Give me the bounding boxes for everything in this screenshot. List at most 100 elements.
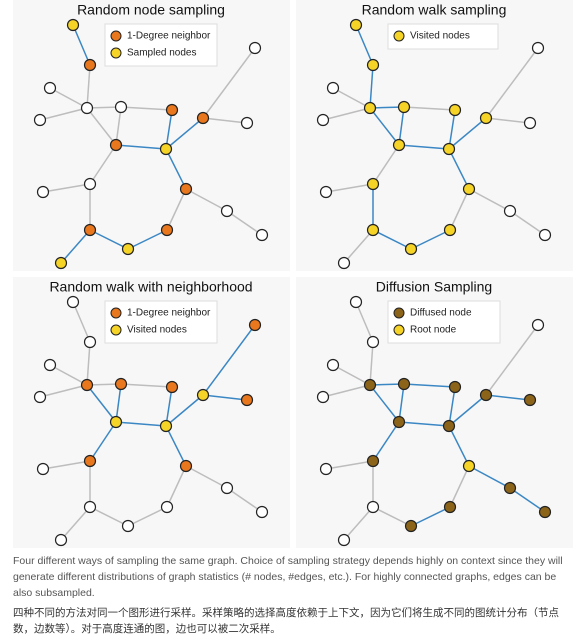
highlighted-edge bbox=[60, 229, 91, 264]
highlighted-edge bbox=[165, 148, 187, 190]
node bbox=[159, 142, 173, 156]
edge bbox=[86, 341, 91, 386]
highlighted-edge bbox=[165, 117, 204, 150]
edge bbox=[39, 107, 88, 121]
node bbox=[54, 256, 68, 270]
highlighted-edge bbox=[448, 109, 456, 150]
node bbox=[179, 459, 193, 473]
node bbox=[479, 388, 493, 402]
highlighted-edge bbox=[410, 229, 451, 250]
node bbox=[349, 295, 363, 309]
node bbox=[448, 380, 462, 394]
node bbox=[443, 223, 457, 237]
legend-marker bbox=[110, 324, 122, 336]
node bbox=[531, 41, 545, 55]
node bbox=[240, 116, 254, 130]
edge bbox=[372, 144, 400, 185]
highlighted-edge bbox=[165, 386, 173, 427]
edge bbox=[332, 364, 371, 386]
node bbox=[462, 459, 476, 473]
node bbox=[83, 500, 97, 514]
node bbox=[363, 378, 377, 392]
highlighted-edge bbox=[127, 229, 168, 250]
node bbox=[255, 228, 269, 242]
edge bbox=[115, 106, 122, 146]
edge bbox=[403, 106, 456, 111]
node bbox=[337, 533, 351, 547]
node bbox=[349, 18, 363, 32]
node bbox=[326, 358, 340, 372]
node bbox=[66, 295, 80, 309]
node bbox=[397, 100, 411, 114]
node bbox=[33, 113, 47, 127]
node bbox=[114, 100, 128, 114]
legend-label: 1-Degree neighbor bbox=[127, 31, 211, 42]
edge bbox=[226, 210, 263, 236]
node bbox=[220, 204, 234, 218]
edge bbox=[86, 107, 117, 146]
highlighted-edge bbox=[355, 24, 374, 66]
legend-marker bbox=[393, 307, 405, 319]
panel-title: Random walk with neighborhood bbox=[49, 279, 252, 295]
edge bbox=[322, 384, 371, 398]
node bbox=[523, 393, 537, 407]
legend-box bbox=[104, 23, 218, 67]
panel: Random walk sampling Visited nodes bbox=[296, 0, 573, 271]
highlighted-edge bbox=[468, 465, 511, 489]
node bbox=[462, 182, 476, 196]
node bbox=[404, 519, 418, 533]
edge bbox=[42, 183, 91, 193]
edge bbox=[60, 506, 91, 541]
node bbox=[479, 111, 493, 125]
edge bbox=[509, 210, 546, 236]
node bbox=[392, 415, 406, 429]
highlighted-edge bbox=[89, 229, 129, 250]
node bbox=[503, 204, 517, 218]
panel: Diffusion Sampling Diffused node Root node bbox=[296, 277, 573, 548]
highlighted-edge bbox=[369, 384, 400, 423]
edge bbox=[39, 384, 88, 398]
edge bbox=[120, 106, 173, 111]
node bbox=[66, 18, 80, 32]
legend-marker bbox=[110, 47, 122, 59]
node bbox=[80, 101, 94, 115]
highlighted-edge bbox=[372, 421, 400, 462]
legend-box bbox=[387, 23, 499, 50]
node bbox=[316, 390, 330, 404]
legend-box bbox=[104, 300, 218, 344]
node bbox=[531, 318, 545, 332]
node bbox=[54, 533, 68, 547]
edge bbox=[202, 47, 256, 119]
node bbox=[114, 377, 128, 391]
highlighted-edge bbox=[86, 384, 117, 423]
diagram: Random node sampling 1-Degree neighbor Sam… bbox=[13, 0, 573, 548]
edge bbox=[166, 465, 187, 508]
edge bbox=[127, 506, 168, 527]
node bbox=[404, 242, 418, 256]
edge bbox=[226, 487, 263, 513]
highlighted-edge bbox=[72, 24, 91, 66]
node bbox=[83, 223, 97, 237]
highlighted-edge bbox=[398, 106, 405, 146]
highlighted-edge bbox=[448, 394, 487, 427]
legend-label: Sampled nodes bbox=[127, 48, 197, 59]
panel-title: Random node sampling bbox=[77, 2, 225, 18]
panel: Random walk with neighborhood 1-Degree ne… bbox=[13, 277, 290, 548]
node bbox=[196, 388, 210, 402]
node bbox=[363, 101, 377, 115]
highlighted-edge bbox=[369, 107, 400, 146]
node bbox=[397, 377, 411, 391]
edge bbox=[325, 183, 374, 193]
node bbox=[121, 519, 135, 533]
legend-marker bbox=[393, 324, 405, 336]
node bbox=[109, 138, 123, 152]
highlighted-edge bbox=[398, 421, 450, 427]
edge bbox=[449, 188, 470, 231]
legend-label: 1-Degree neighbor bbox=[127, 308, 211, 319]
edge bbox=[185, 465, 228, 489]
highlighted-edge bbox=[410, 506, 451, 527]
edge bbox=[485, 117, 531, 124]
legend-marker bbox=[393, 30, 405, 42]
edge bbox=[343, 506, 374, 541]
highlighted-edge bbox=[165, 425, 187, 467]
